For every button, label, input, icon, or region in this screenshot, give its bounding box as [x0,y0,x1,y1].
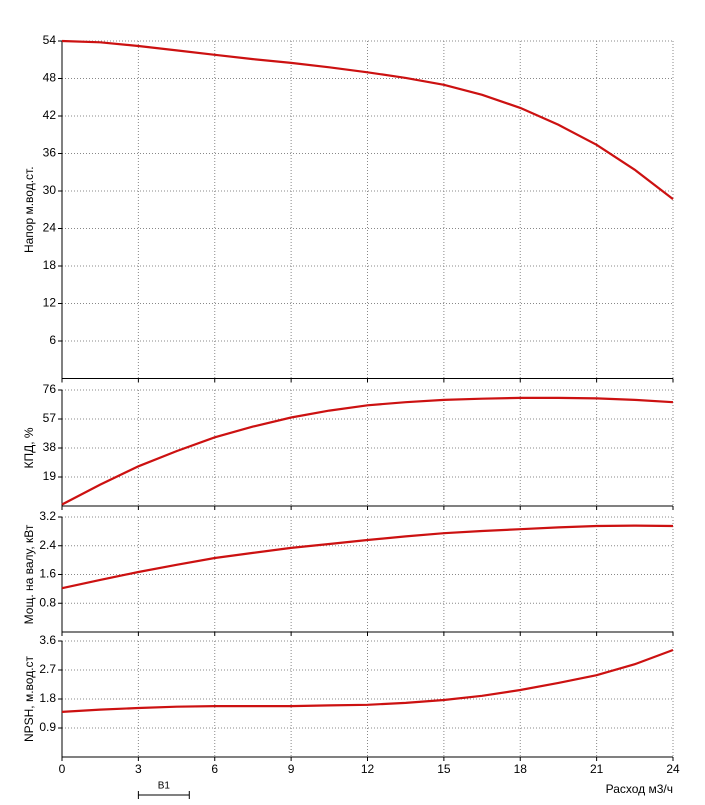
x-tick-label: 15 [437,762,451,776]
y-tick-label: 19 [43,469,57,483]
y-tick-label: 6 [49,333,56,347]
curve [61,396,674,506]
x-axis-label: Расход м3/ч [606,782,673,796]
y-tick-label: 48 [43,71,57,85]
y-tick-label: 1.6 [39,567,56,581]
x-tick-label: 9 [288,762,295,776]
x-tick-label: 21 [590,762,604,776]
x-tick-label: 18 [514,762,528,776]
y-tick-label: 1.8 [39,691,56,705]
x-tick-label: 0 [59,762,66,776]
y-tick-label: 0.8 [39,595,56,609]
y-tick-label: 2.4 [39,538,56,552]
y-tick-label: 3.2 [39,509,56,523]
x-tick-label: 12 [361,762,375,776]
y-tick-label: 54 [43,33,57,47]
curve [61,524,674,590]
y-axis-label: Напор м.вод.ст. [22,166,36,253]
y-tick-label: 42 [43,108,57,122]
y-tick-label: 2.7 [39,662,56,676]
annotation: B1 [158,781,171,792]
y-axis-label: КПД, % [22,427,36,468]
y-axis-label: NPSH, м.вод.ст [22,655,36,742]
y-tick-label: 36 [43,146,57,160]
y-axis-label: Мощ. на валу, кВт [22,524,36,624]
y-tick-label: 18 [43,258,57,272]
x-tick-label: 24 [666,762,680,776]
y-tick-label: 24 [43,221,57,235]
x-tick-label: 3 [135,762,142,776]
curve [61,39,674,200]
y-tick-label: 38 [43,440,57,454]
y-tick-label: 76 [43,382,57,396]
y-tick-label: 3.6 [39,633,56,647]
y-tick-label: 30 [43,183,57,197]
y-tick-label: 57 [43,411,57,425]
curve [61,648,674,713]
y-tick-label: 0.9 [39,720,56,734]
y-tick-label: 12 [43,296,57,310]
x-tick-label: 6 [211,762,218,776]
